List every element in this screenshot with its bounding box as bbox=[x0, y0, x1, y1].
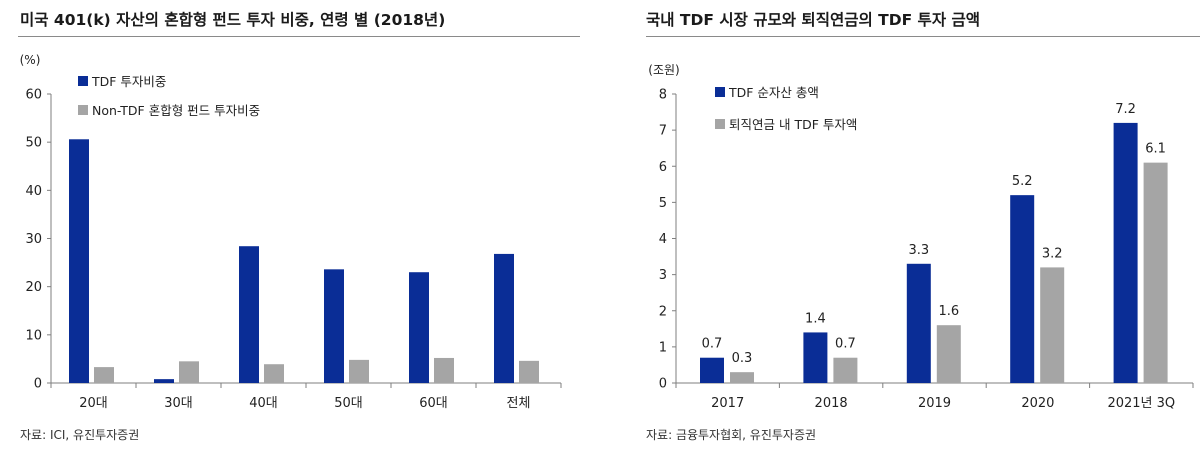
left-bar-primary bbox=[324, 269, 344, 383]
right-y-tick-label: 0 bbox=[659, 377, 667, 392]
left-y-tick-label: 0 bbox=[34, 377, 42, 392]
right-bar-secondary bbox=[936, 325, 961, 383]
left-chart-title: 미국 401(k) 자산의 혼합형 펀드 투자 비중, 연령 별 (2018년) bbox=[20, 11, 446, 29]
left-y-tick-label: 50 bbox=[25, 136, 42, 151]
left-legend-label: Non-TDF 혼합형 펀드 투자비중 bbox=[92, 103, 260, 118]
right-x-tick-label: 2018 bbox=[815, 396, 848, 411]
left-y-tick-label: 30 bbox=[25, 232, 42, 247]
right-data-label: 3.2 bbox=[1042, 246, 1063, 261]
left-bar-primary bbox=[409, 272, 429, 383]
right-data-label: 5.2 bbox=[1012, 174, 1033, 189]
right-x-tick-label: 2017 bbox=[711, 396, 744, 411]
right-title-divider bbox=[646, 36, 1200, 37]
left-title-divider bbox=[18, 36, 580, 37]
right-data-label: 7.2 bbox=[1115, 102, 1136, 117]
left-chart-panel: 미국 401(k) 자산의 혼합형 펀드 투자 비중, 연령 별 (2018년)… bbox=[0, 0, 590, 454]
right-legend-label: 퇴직연금 내 TDF 투자액 bbox=[729, 117, 857, 132]
left-bar-secondary bbox=[434, 357, 454, 383]
right-y-tick-label: 4 bbox=[659, 232, 667, 247]
right-data-label: 3.3 bbox=[908, 243, 929, 258]
right-y-tick-label: 5 bbox=[659, 196, 667, 211]
left-chart-source: 자료: ICI, 유진투자증권 bbox=[20, 428, 140, 442]
right-data-label: 6.1 bbox=[1145, 142, 1166, 157]
right-y-tick-label: 7 bbox=[659, 124, 667, 139]
right-y-tick-label: 6 bbox=[659, 160, 667, 175]
right-chart-source: 자료: 금융투자협회, 유진투자증권 bbox=[646, 428, 817, 442]
right-data-label: 0.7 bbox=[835, 337, 856, 352]
right-legend-swatch bbox=[715, 87, 725, 97]
left-y-tick-label: 40 bbox=[25, 184, 42, 199]
right-chart-title: 국내 TDF 시장 규모와 퇴직연금의 TDF 투자 금액 bbox=[646, 11, 980, 29]
left-bar-primary bbox=[494, 253, 514, 383]
left-bar-chart: (%) 0 10 20 30 40 50 60 20대 30대 40대 50대 60대 전체 TDF 투자비… bbox=[20, 53, 562, 411]
right-chart-panel: 국내 TDF 시장 규모와 퇴직연금의 TDF 투자 금액 (조원) 0 1 2 3 4 5… bbox=[628, 0, 1200, 454]
left-y-tick-label: 20 bbox=[25, 280, 42, 295]
right-data-label: 1.6 bbox=[938, 304, 959, 319]
left-legend-swatch bbox=[78, 105, 88, 115]
left-unit-label: (%) bbox=[20, 53, 41, 67]
left-x-tick-label: 60대 bbox=[419, 396, 448, 411]
right-legend-label: TDF 순자산 총액 bbox=[728, 85, 819, 100]
left-x-tick-label: 전체 bbox=[507, 396, 531, 411]
left-x-tick-label: 50대 bbox=[334, 396, 363, 411]
right-data-label: 0.7 bbox=[702, 337, 723, 352]
left-x-tick-label: 30대 bbox=[164, 396, 193, 411]
right-bar-primary bbox=[906, 263, 931, 383]
right-bar-primary bbox=[1010, 195, 1035, 383]
left-bar-secondary bbox=[264, 364, 284, 383]
left-legend-swatch bbox=[78, 76, 88, 86]
right-y-tick-label: 1 bbox=[659, 340, 667, 355]
right-y-tick-label: 8 bbox=[659, 88, 667, 103]
left-y-tick-label: 10 bbox=[25, 328, 42, 343]
right-bar-primary bbox=[1113, 122, 1138, 384]
right-bar-secondary bbox=[730, 372, 754, 383]
right-unit-label: (조원) bbox=[648, 63, 679, 77]
right-y-tick-label: 2 bbox=[659, 304, 667, 319]
right-x-tick-label: 2021년 3Q bbox=[1107, 396, 1175, 411]
left-bar-secondary bbox=[94, 367, 114, 383]
right-bar-secondary bbox=[1143, 162, 1168, 383]
left-y-tick-label: 60 bbox=[25, 88, 42, 103]
left-x-tick-label: 40대 bbox=[249, 396, 278, 411]
right-legend-swatch bbox=[715, 119, 725, 129]
left-bar-primary bbox=[239, 246, 259, 383]
right-y-tick-label: 3 bbox=[659, 268, 667, 283]
right-bar-primary bbox=[700, 357, 724, 383]
right-bar-chart: (조원) 0 1 2 3 4 5 6 7 8 2017 0.7 0.3 2018 1.4 0.7 2019 3.3… bbox=[648, 63, 1194, 411]
left-x-tick-label: 20대 bbox=[79, 396, 108, 411]
left-bar-primary bbox=[154, 379, 174, 383]
right-bar-secondary bbox=[1040, 267, 1065, 383]
left-legend-label: TDF 투자비중 bbox=[91, 74, 166, 89]
right-data-label: 0.3 bbox=[732, 351, 753, 366]
right-x-tick-label: 2020 bbox=[1021, 396, 1054, 411]
right-bar-secondary bbox=[833, 357, 858, 383]
left-bar-secondary bbox=[179, 361, 199, 383]
left-bar-secondary bbox=[349, 359, 369, 383]
left-bar-primary bbox=[69, 139, 89, 383]
left-bar-secondary bbox=[519, 360, 539, 383]
right-x-tick-label: 2019 bbox=[918, 396, 951, 411]
right-data-label: 1.4 bbox=[805, 311, 826, 326]
right-bar-primary bbox=[803, 332, 828, 383]
